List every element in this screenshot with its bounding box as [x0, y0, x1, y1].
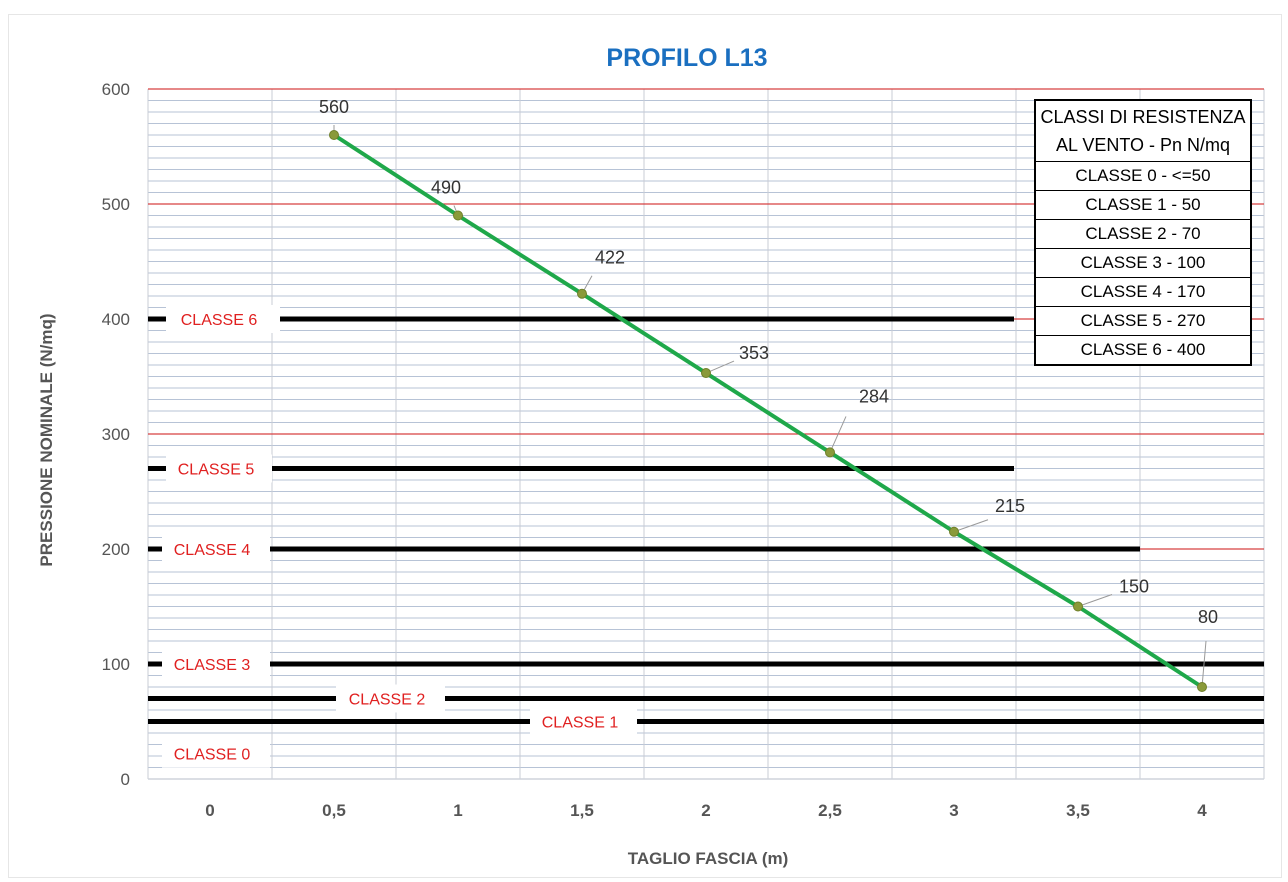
x-tick-label-3-5: 3,5: [1066, 801, 1090, 820]
threshold-label-bg-classe-3: [162, 650, 270, 678]
data-point-490: [453, 210, 463, 221]
legend-row-classe-5: CLASSE 5 - 270: [1036, 307, 1250, 336]
y-tick-label-400: 400: [102, 310, 130, 329]
series-layer: 560 490 422 353 284 215 150 80: [319, 97, 1218, 692]
y-tick-label-0: 0: [121, 770, 130, 789]
x-tick-label-0: 0: [205, 801, 214, 820]
x-tick-label-2: 2: [701, 801, 710, 820]
legend-title: CLASSI DI RESISTENZA AL VENTO - Pn N/mq: [1036, 101, 1250, 162]
threshold-label-classe-6: CLASSE 6: [181, 312, 258, 329]
data-label-215: 215: [995, 496, 1025, 516]
y-tick-label-300: 300: [102, 425, 130, 444]
data-point-150: [1073, 601, 1083, 612]
x-axis-label: TAGLIO FASCIA (m): [628, 849, 789, 868]
legend-row-classe-0: CLASSE 0 - <=50: [1036, 162, 1250, 191]
threshold-label-classe-0: CLASSE 0: [174, 747, 251, 764]
data-label-leader-353: [705, 360, 735, 374]
data-point-353: [701, 368, 711, 379]
threshold-label-classe-5: CLASSE 5: [178, 462, 255, 479]
threshold-label-bg-classe-2: [336, 684, 445, 713]
data-label-leader-215: [953, 519, 989, 533]
threshold-label-bg-classe-4: [162, 535, 270, 563]
x-tick-label-2-5: 2,5: [818, 801, 842, 820]
legend-title-line-2: AL VENTO - Pn N/mq: [1055, 135, 1231, 155]
y-axis-label: PRESSIONE NOMINALE (N/mq): [37, 313, 56, 566]
threshold-label-bg-classe-0: [162, 739, 270, 768]
chart-title: PROFILO L13: [606, 44, 767, 72]
data-label-leader-150: [1077, 594, 1113, 607]
legend-row-classe-2: CLASSE 2 - 70: [1036, 220, 1250, 249]
data-label-422: 422: [595, 248, 625, 268]
series-line-0: [332, 133, 1204, 689]
data-label-150: 150: [1119, 577, 1149, 597]
data-label-leader-80: [1201, 640, 1207, 688]
x-tick-label-4: 4: [1197, 801, 1207, 820]
x-tick-label-0-5: 0,5: [322, 801, 346, 820]
legend-row-classe-1: CLASSE 1 - 50: [1036, 191, 1250, 220]
data-label-490: 490: [431, 178, 461, 198]
data-point-284: [825, 447, 835, 458]
legend-row-classe-3: CLASSE 3 - 100: [1036, 249, 1250, 278]
data-point-80: [1197, 682, 1207, 692]
data-label-353: 353: [739, 343, 769, 363]
threshold-label-classe-2: CLASSE 2: [349, 692, 426, 709]
data-label-leader-284: [829, 416, 847, 453]
threshold-label-bg-classe-5: [166, 454, 272, 483]
legend-row-classe-6: CLASSE 6 - 400: [1080, 340, 1206, 359]
threshold-label-classe-1: CLASSE 1: [542, 715, 619, 732]
legend-title-line-1: CLASSI DI RESISTENZA: [1040, 107, 1246, 127]
axis-layer: 0 100 200 300 400 500 600 0 0,5 1 1,5 2 2,5 3 3,5 4: [102, 80, 1208, 820]
data-point-215: [949, 526, 959, 537]
y-tick-label-100: 100: [102, 655, 130, 674]
x-tick-label-1-5: 1,5: [570, 801, 594, 820]
y-tick-label-500: 500: [102, 195, 130, 214]
y-tick-label-600: 600: [102, 80, 130, 99]
threshold-label-bg-classe-1: [530, 707, 637, 736]
data-point-560: [329, 130, 339, 140]
x-tick-label-1: 1: [453, 801, 462, 820]
threshold-label-classe-4: CLASSE 4: [174, 542, 251, 559]
data-label-80: 80: [1198, 607, 1218, 627]
x-tick-label-3: 3: [949, 801, 958, 820]
threshold-layer: CLASSE 0 CLASSE 1 CLASSE 2 CLASSE 3 CLASSE 4…: [148, 305, 1264, 768]
legend-box: CLASSI DI RESISTENZA AL VENTO - Pn N/mq …: [1034, 99, 1252, 366]
data-label-284: 284: [859, 386, 889, 406]
data-label-560: 560: [319, 97, 349, 117]
threshold-label-bg-classe-6: [166, 305, 280, 333]
threshold-label-classe-3: CLASSE 3: [174, 657, 251, 674]
data-point-422: [577, 288, 587, 299]
legend-row-classe-4: CLASSE 4 - 170: [1036, 278, 1250, 307]
y-tick-label-200: 200: [102, 540, 130, 559]
